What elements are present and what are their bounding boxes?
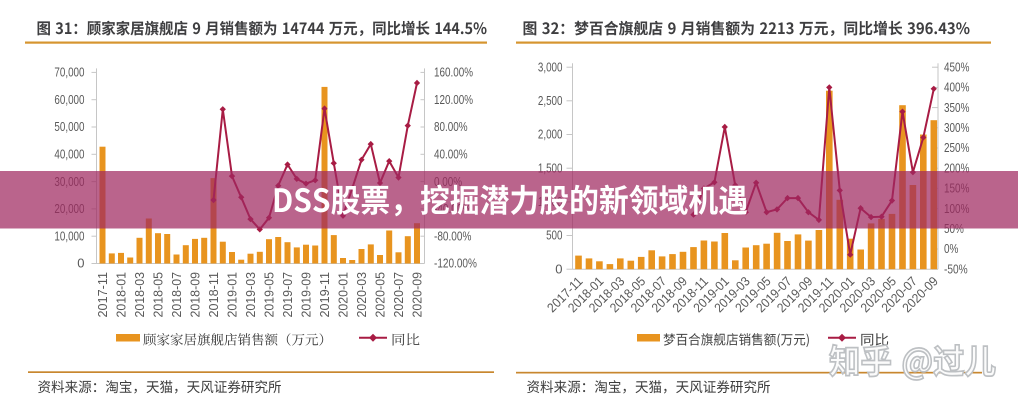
svg-text:2019-09: 2019-09: [299, 272, 314, 318]
svg-text:2018-09: 2018-09: [188, 272, 203, 318]
svg-text:-50%: -50%: [944, 261, 968, 276]
svg-text:3,000: 3,000: [538, 59, 563, 74]
svg-text:2020-07: 2020-07: [391, 272, 406, 318]
svg-text:2020-01: 2020-01: [336, 272, 351, 318]
svg-text:2019-05: 2019-05: [262, 272, 277, 318]
svg-text:2,000: 2,000: [538, 127, 563, 142]
svg-text:2018-07: 2018-07: [169, 272, 184, 318]
svg-text:2,500: 2,500: [538, 93, 563, 108]
svg-text:50,000: 50,000: [54, 119, 84, 134]
svg-text:2018-03: 2018-03: [132, 272, 147, 318]
svg-text:10,000: 10,000: [54, 228, 84, 243]
svg-text:350%: 350%: [944, 100, 970, 115]
svg-text:2019-11: 2019-11: [317, 272, 332, 318]
svg-text:2020-09: 2020-09: [410, 272, 425, 318]
svg-text:40,000: 40,000: [54, 147, 84, 162]
svg-text:-80.00%: -80.00%: [434, 228, 472, 243]
svg-text:300%: 300%: [944, 120, 970, 135]
svg-text:40.00%: 40.00%: [434, 147, 468, 162]
svg-text:70,000: 70,000: [54, 65, 84, 80]
svg-text:450%: 450%: [944, 59, 970, 74]
svg-text:2017-11: 2017-11: [95, 272, 110, 318]
svg-text:120.00%: 120.00%: [434, 92, 473, 107]
svg-text:80.00%: 80.00%: [434, 119, 468, 134]
svg-text:2018-05: 2018-05: [151, 272, 166, 318]
svg-text:60,000: 60,000: [54, 92, 84, 107]
svg-text:2020-05: 2020-05: [373, 272, 388, 318]
svg-text:0: 0: [77, 256, 84, 271]
svg-text:400%: 400%: [944, 80, 970, 95]
svg-text:0%: 0%: [944, 241, 959, 256]
svg-text:160.00%: 160.00%: [434, 65, 473, 80]
svg-text:2019-07: 2019-07: [280, 272, 295, 318]
svg-text:2019-03: 2019-03: [243, 272, 258, 318]
svg-text:2018-01: 2018-01: [114, 272, 129, 318]
svg-text:0: 0: [555, 261, 562, 276]
svg-text:500: 500: [546, 228, 562, 243]
svg-text:2018-11: 2018-11: [206, 272, 221, 318]
svg-text:2019-01: 2019-01: [225, 272, 240, 318]
svg-text:2020-03: 2020-03: [354, 272, 369, 318]
svg-text:250%: 250%: [944, 140, 970, 155]
svg-text:-120.00%: -120.00%: [434, 256, 477, 271]
